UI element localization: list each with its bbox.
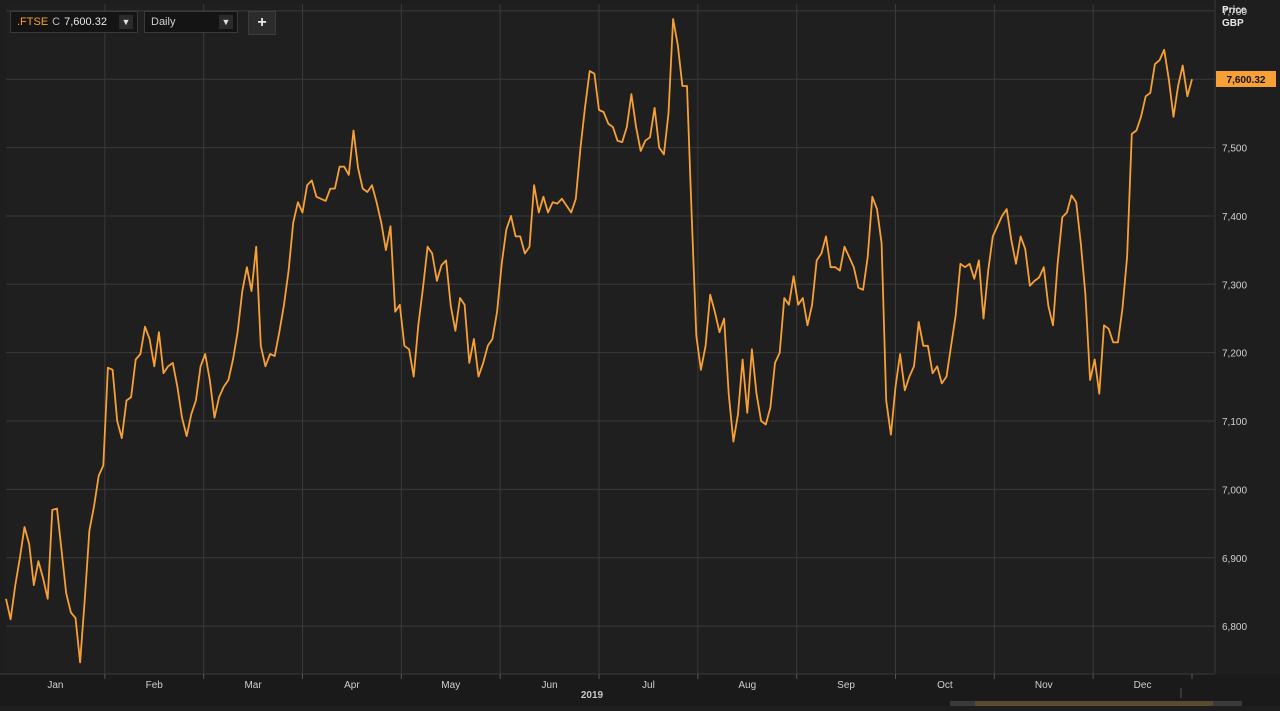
last-value-badge — [1216, 70, 1276, 87]
plus-icon: + — [257, 14, 267, 31]
chevron-down-icon[interactable]: ▼ — [219, 15, 233, 29]
time-axis-band — [0, 674, 1280, 706]
last-value-text: 7,600.32 — [1227, 75, 1266, 86]
last-value-label: 7,600.32 — [1216, 70, 1276, 87]
y-tick-label: 7,400 — [1222, 212, 1247, 223]
series-line-ftse[interactable] — [5, 18, 1193, 664]
close-value: 7,600.32 — [64, 16, 107, 28]
series-layer — [5, 18, 1193, 664]
x-tick-label: Apr — [344, 680, 360, 691]
y-tick-label: 7,700 — [1222, 7, 1247, 18]
instrument-symbol: .FTSE — [17, 16, 49, 28]
time-scrollbar-thumb[interactable] — [975, 701, 1213, 706]
chart-toolbar: .FTSE C 7,600.32 ▼ Daily ▼ + — [10, 11, 276, 35]
y-tick-label: 7,100 — [1222, 417, 1247, 428]
x-tick-label: Jan — [47, 680, 63, 691]
y-tick-label: 7,300 — [1222, 280, 1247, 291]
close-tag: C — [52, 16, 61, 28]
period-selector[interactable]: Daily ▼ — [144, 11, 238, 33]
y-tick-label: 7,500 — [1222, 144, 1247, 155]
y-tick-label: 6,900 — [1222, 554, 1247, 565]
x-tick-label: Nov — [1035, 680, 1053, 691]
year-label: 2019 — [581, 690, 604, 701]
x-tick-label: May — [441, 680, 460, 691]
x-tick-label: Feb — [146, 680, 164, 691]
y-tick-label: 6,800 — [1222, 622, 1247, 633]
x-tick-label: Jun — [542, 680, 558, 691]
y-tick-label: 7,000 — [1222, 485, 1247, 496]
plot-area[interactable] — [6, 4, 1215, 674]
chevron-down-icon[interactable]: ▼ — [119, 15, 133, 29]
x-tick-label: Jul — [642, 680, 655, 691]
x-tick-label: Aug — [738, 680, 756, 691]
x-tick-label: Dec — [1134, 680, 1152, 691]
x-tick-label: Sep — [837, 680, 855, 691]
x-tick-label: Mar — [244, 680, 262, 691]
instrument-selector[interactable]: .FTSE C 7,600.32 ▼ — [10, 11, 138, 33]
period-label: Daily — [151, 16, 176, 28]
y-tick-label: 7,200 — [1222, 349, 1247, 360]
price-axis-unit: GBP — [1222, 18, 1244, 29]
price-axis-title: Price — [1222, 5, 1247, 16]
x-tick-label: Oct — [937, 680, 953, 691]
gridlines — [6, 4, 1215, 674]
add-series-button[interactable]: + — [248, 11, 276, 35]
